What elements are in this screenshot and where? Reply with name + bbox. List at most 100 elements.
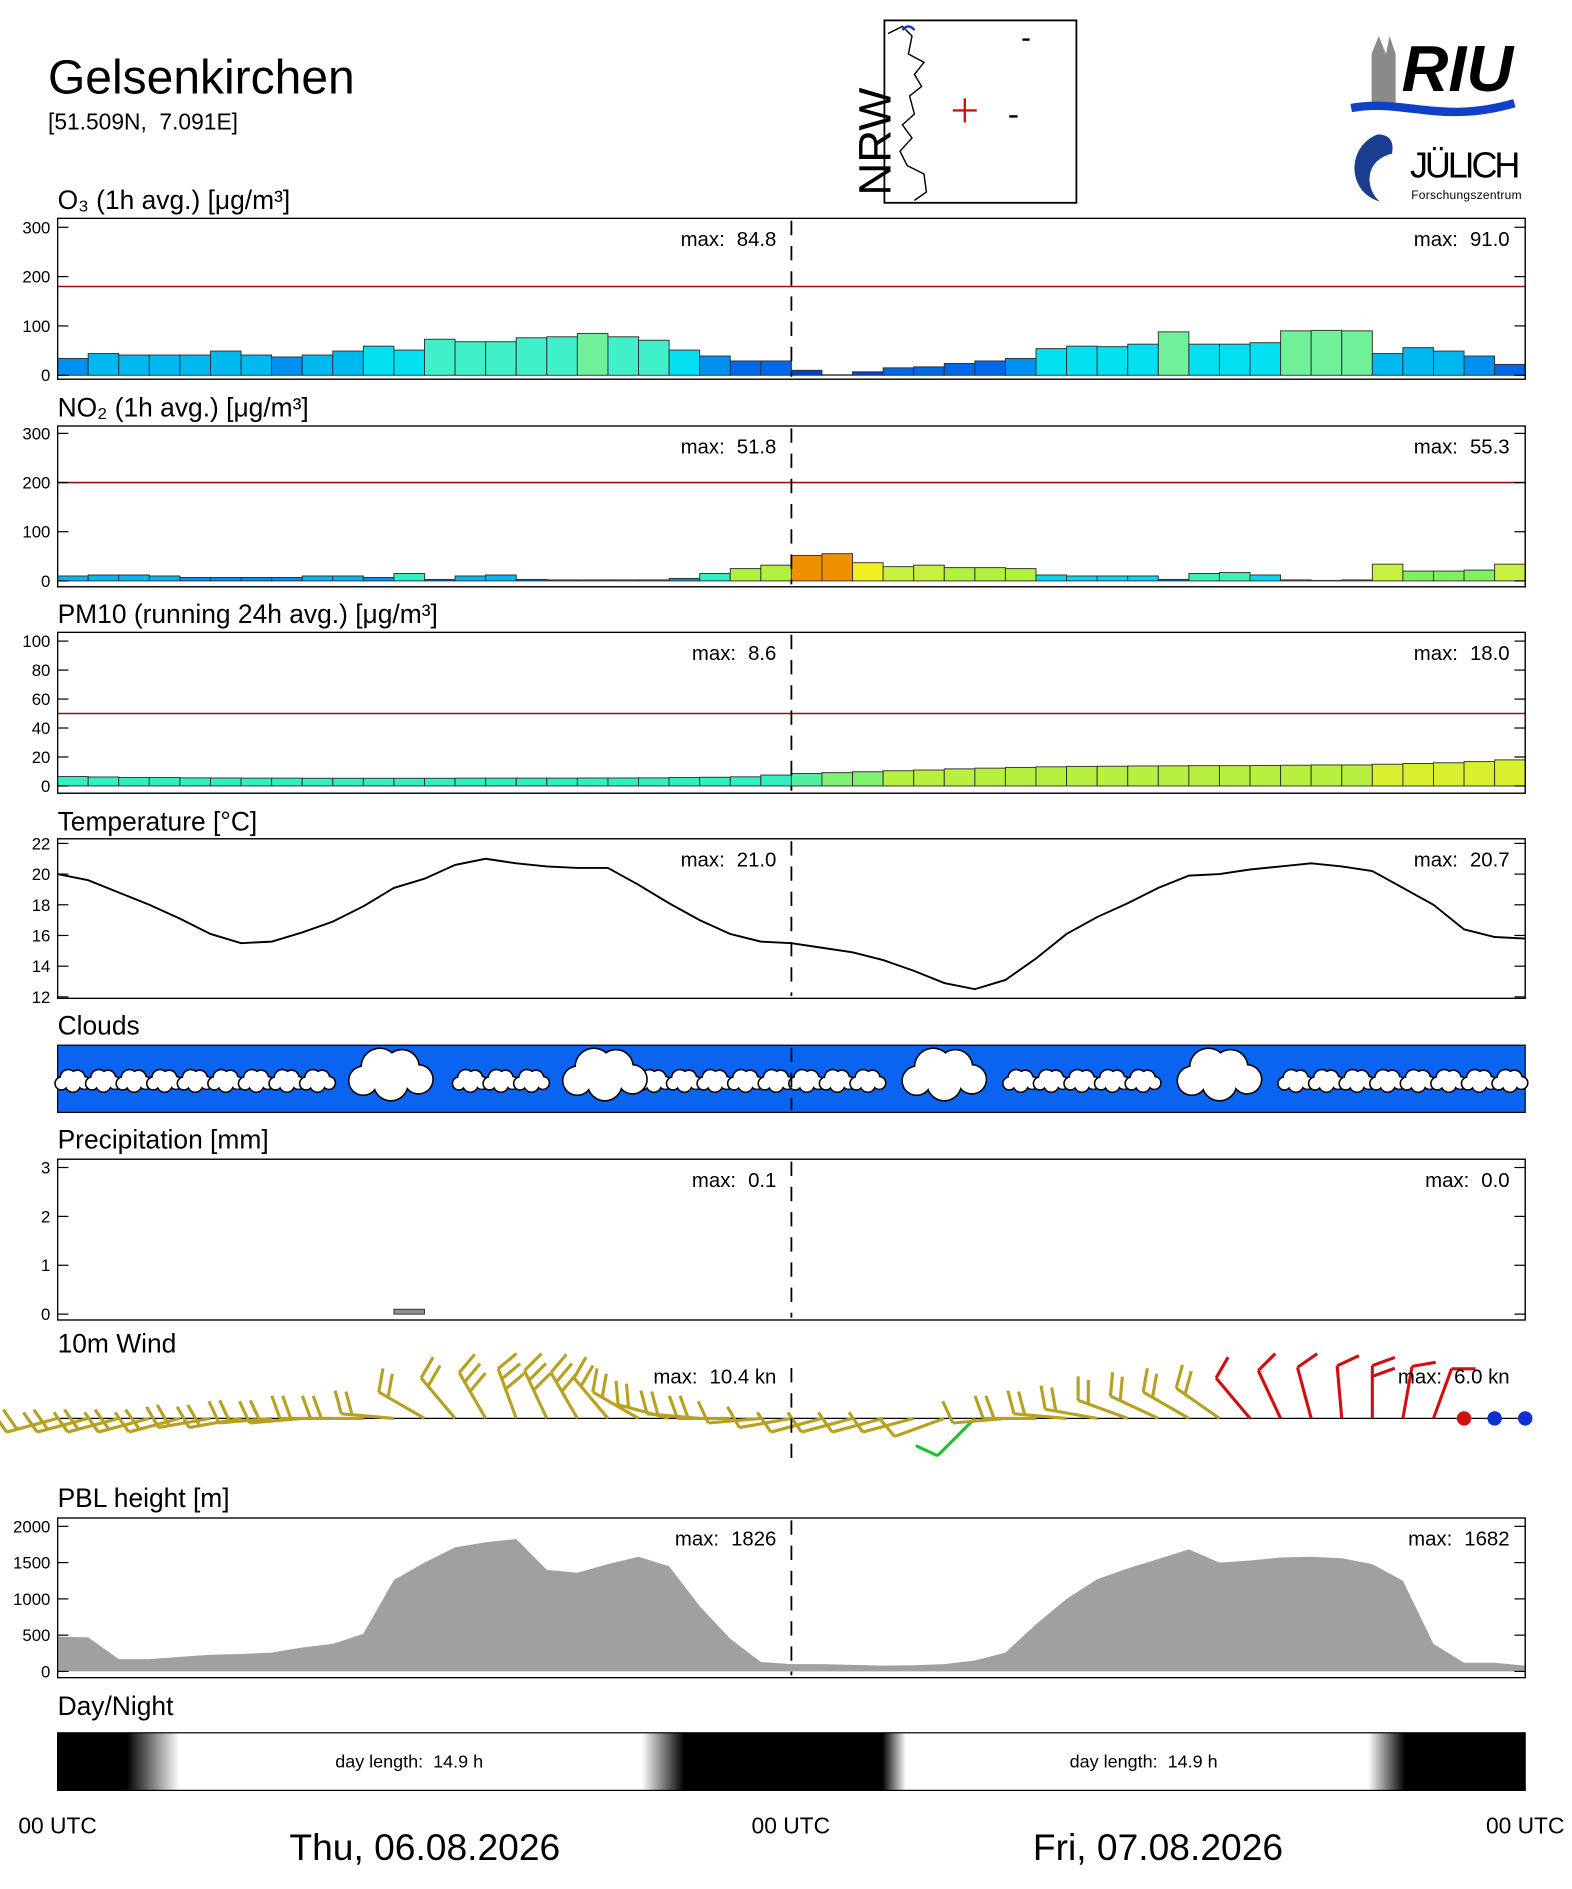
max-value: 51.8 [737, 437, 777, 459]
bar [1280, 330, 1312, 376]
wind-barb [1256, 1352, 1283, 1420]
wind-barb [496, 1352, 525, 1419]
map-label: NRW [849, 88, 900, 196]
wind-barb [1296, 1352, 1319, 1419]
bar [1157, 331, 1190, 376]
cloud-part [677, 1077, 692, 1092]
cloud-part [463, 1077, 478, 1092]
date-label: Fri, 07.08.2026 [1033, 1826, 1283, 1868]
wind-barb [419, 1356, 457, 1420]
wind-barb [1174, 1364, 1221, 1420]
bar [974, 567, 1006, 582]
bar [607, 777, 640, 787]
cloud-icon [901, 1047, 988, 1102]
cloud-part [96, 1077, 111, 1092]
juelich-logo-icon [1354, 134, 1393, 202]
bar [607, 336, 640, 376]
panel-title: 10m Wind [58, 1328, 177, 1358]
bar [240, 354, 273, 376]
y-tick-label: 16 [32, 926, 51, 945]
max-prefix: max: [1398, 1367, 1442, 1389]
max-value: 1826 [731, 1529, 776, 1551]
wind-barb [523, 1352, 552, 1420]
cloud-icon [347, 1047, 434, 1102]
panel-title: Precipitation [mm] [58, 1124, 269, 1154]
bar [729, 568, 762, 582]
bar [1494, 563, 1526, 582]
y-tick-label: 18 [32, 896, 51, 915]
bar [332, 350, 364, 376]
panel-title: PBL height [m] [58, 1483, 230, 1513]
max-prefix: max: [653, 1367, 697, 1389]
max-prefix: max: [681, 229, 725, 251]
bar [1494, 759, 1526, 787]
wind-barb [207, 1399, 272, 1425]
wind-barb [300, 1395, 364, 1420]
cloud-icon [298, 1068, 337, 1094]
wind-barb [457, 1353, 488, 1420]
bar [515, 578, 548, 582]
bar [179, 354, 211, 376]
bar [1402, 763, 1434, 787]
bar [485, 777, 517, 787]
cloud-part [799, 1077, 814, 1092]
bar [943, 768, 976, 787]
bar [1066, 765, 1098, 787]
max-prefix: max: [1425, 1170, 1469, 1192]
cloud-part [1148, 1077, 1161, 1089]
bar [485, 341, 517, 376]
bar [301, 777, 334, 787]
wind-barb [1076, 1376, 1129, 1420]
bar [87, 776, 120, 787]
bar [576, 332, 609, 376]
bar [393, 1308, 425, 1315]
bar [546, 777, 578, 787]
y-tick-label: 0 [41, 1305, 50, 1324]
bar [1066, 345, 1098, 376]
bar [1371, 353, 1404, 376]
y-tick-label: 12 [32, 988, 51, 1007]
cloud-icon [849, 1068, 887, 1094]
max-value: 1682 [1464, 1529, 1509, 1551]
bar [943, 362, 976, 376]
y-tick-label: 300 [22, 424, 50, 443]
bar [699, 355, 731, 376]
plot-frame-outline [57, 217, 1526, 380]
wind-barb [175, 1404, 242, 1430]
station-title: Gelsenkirchen [48, 52, 355, 105]
wind-barb [1006, 1390, 1067, 1420]
bar [1188, 765, 1220, 787]
cloud-icon [1491, 1068, 1529, 1094]
bar [57, 358, 89, 376]
bar [87, 353, 120, 376]
plot-frame-outline [57, 838, 1526, 999]
bar [852, 771, 884, 787]
bar [57, 776, 89, 787]
y-tick-label: 1000 [13, 1590, 50, 1609]
y-tick-label: 22 [32, 834, 51, 853]
time-label: 00 UTC [18, 1813, 97, 1839]
bar [454, 341, 487, 376]
wind-barb [1039, 1385, 1098, 1420]
cloud-part [404, 1065, 433, 1094]
bar [148, 575, 181, 582]
bar [1371, 763, 1404, 787]
cloud-part [1441, 1077, 1456, 1092]
panel-title: PM10 (running 24h avg.) [μg/m³] [58, 599, 438, 629]
riu-logo-wave [1350, 99, 1516, 117]
bar [1463, 761, 1496, 787]
cloud-part [1380, 1077, 1395, 1092]
cloud-part [494, 1077, 508, 1092]
y-tick-label: 200 [22, 268, 50, 287]
bar [729, 360, 762, 376]
y-tick-label: 0 [41, 572, 50, 591]
time-label: 00 UTC [752, 1813, 831, 1839]
bar [913, 564, 945, 582]
bar [1127, 765, 1159, 787]
panel-title: Temperature [°C] [58, 806, 258, 836]
bar [393, 777, 425, 787]
max-value: 10.4 kn [710, 1367, 777, 1389]
bar [638, 579, 670, 582]
cloud-part [1075, 1077, 1089, 1092]
max-prefix: max: [1414, 229, 1458, 251]
